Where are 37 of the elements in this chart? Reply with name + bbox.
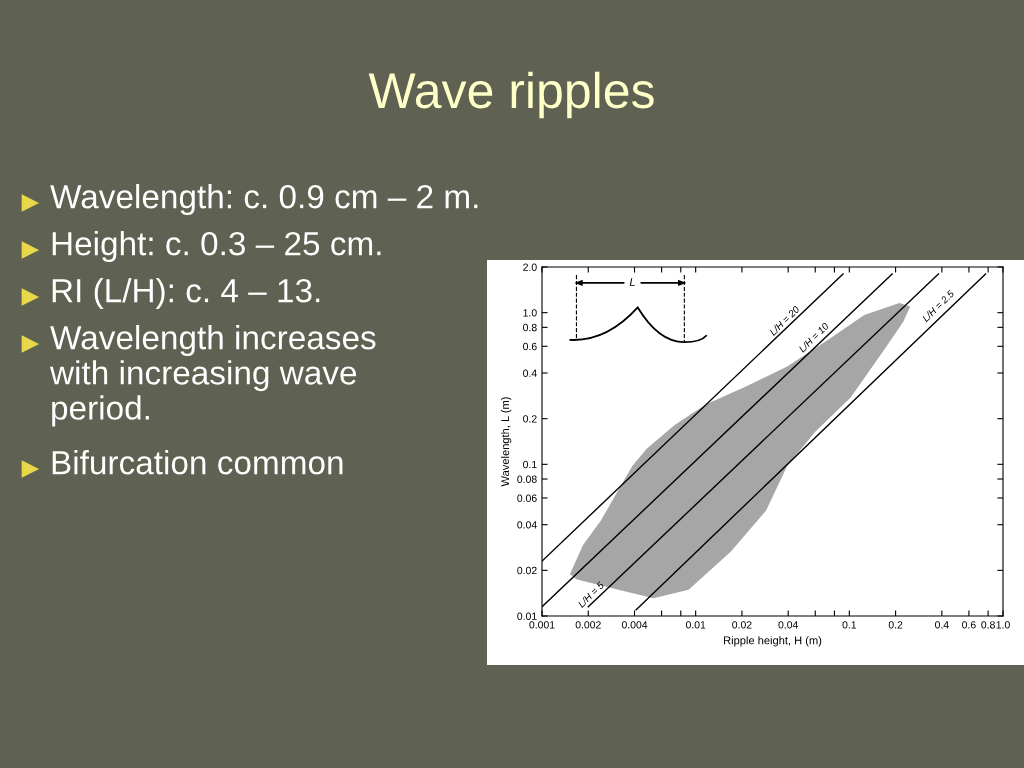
annotation: L/H = 10 xyxy=(798,321,830,353)
y-tick-label: 0.4 xyxy=(523,369,537,377)
x-tick-label: 0.6 xyxy=(962,621,976,629)
y-tick-label: 0.08 xyxy=(517,475,537,483)
x-axis-title: Ripple height, H (m) xyxy=(724,636,822,647)
annotation: L/H = 2.5 xyxy=(921,289,955,323)
x-tick-label: 0.004 xyxy=(621,621,648,629)
text: Wavelength: c. 0.9 cm – 2 m. xyxy=(50,184,478,216)
x-tick-label: 0.002 xyxy=(575,621,601,629)
y-tick-label: 0.8 xyxy=(523,323,537,332)
chart-title: Wave ripples xyxy=(368,71,654,119)
x-tick-label: 0.04 xyxy=(778,621,799,629)
annotation: L/H = 20 xyxy=(768,305,800,336)
x-tick-label: 0.001 xyxy=(529,621,555,629)
y-tick-label: 1.0 xyxy=(523,309,537,317)
annotation: L xyxy=(629,278,635,286)
text: Bifurcation common xyxy=(52,450,343,475)
x-tick-label: 1.0 xyxy=(996,621,1010,629)
y-axis-title: Wavelength, L (m) xyxy=(500,397,512,487)
x-tick-label: 0.02 xyxy=(732,621,752,629)
y-tick-label: 2.0 xyxy=(523,263,537,271)
text: Wavelength increases with increasing wave period. xyxy=(49,325,376,427)
x-tick-label: 0.8 xyxy=(981,621,995,629)
annotation: L/H = 5 xyxy=(577,580,605,609)
x-tick-label: 0.4 xyxy=(935,621,949,629)
x-tick-label: 0.01 xyxy=(685,621,706,629)
y-tick-label: 0.01 xyxy=(517,612,537,620)
y-tick-label: 0.04 xyxy=(517,521,537,529)
y-tick-label: 0.1 xyxy=(523,460,537,469)
y-tick-label: 0.2 xyxy=(523,415,537,423)
text: Height: c. 0.3 – 25 cm. xyxy=(52,231,381,263)
x-tick-label: 0.1 xyxy=(842,621,857,629)
text: RI (L/H): c. 4 – 13. xyxy=(52,278,320,310)
y-tick-label: 0.02 xyxy=(517,566,537,575)
y-tick-label: 0.6 xyxy=(523,342,537,351)
x-tick-label: 0.2 xyxy=(888,621,903,629)
y-tick-label: 0.06 xyxy=(517,494,537,502)
